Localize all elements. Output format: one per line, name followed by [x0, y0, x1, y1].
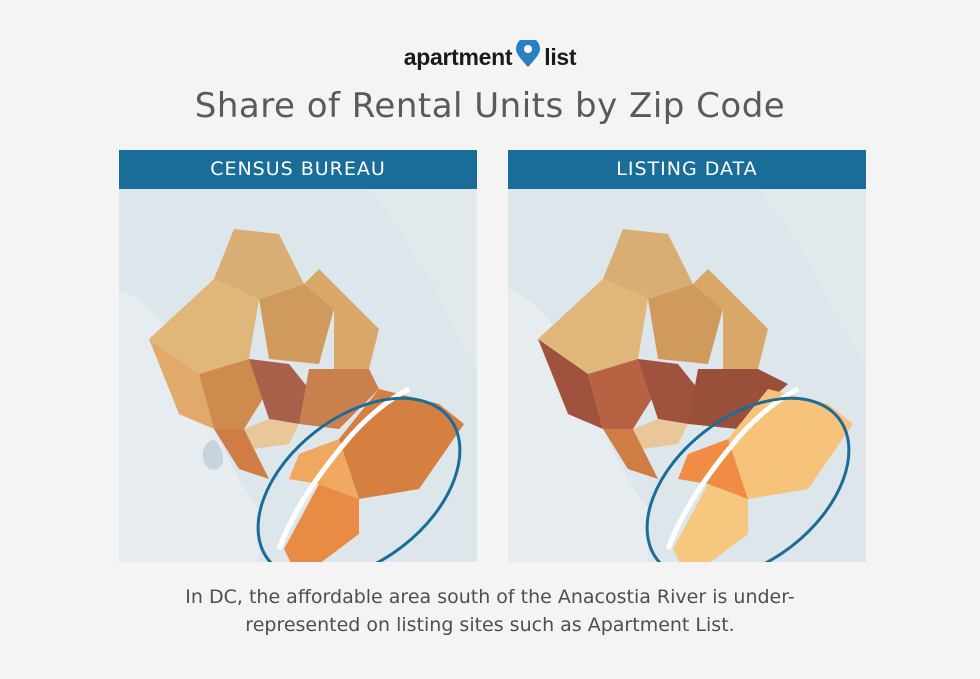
listing-region-east-central	[688, 369, 788, 429]
census-map-svg	[119, 189, 477, 562]
census-lake	[202, 439, 224, 470]
census-highlight-ellipse	[256, 396, 462, 562]
listing-map-svg	[508, 189, 866, 562]
listing-region-north-central	[648, 284, 723, 364]
brand-logo: apartment list	[0, 37, 980, 74]
listing-land-right	[758, 189, 866, 369]
brand-logo-text-right: list	[544, 44, 577, 70]
listing-panel: LISTING DATA	[508, 150, 866, 562]
listing-highlight-ellipse	[645, 396, 851, 562]
listing-region-central-west	[588, 359, 658, 429]
page-title: Share of Rental Units by Zip Code	[194, 86, 786, 126]
listing-region-ward8	[673, 484, 748, 562]
census-land-left	[119, 289, 259, 562]
census-map	[119, 189, 477, 562]
census-region-ward8	[284, 484, 359, 562]
census-region-east-central	[299, 369, 379, 429]
listing-panel-header: LISTING DATA	[508, 150, 866, 189]
listing-land-left	[508, 289, 648, 562]
census-anacostia-river	[276, 386, 411, 550]
caption: In DC, the affordable area south of the …	[0, 583, 980, 639]
listing-map	[508, 189, 866, 562]
census-region-north	[214, 229, 304, 299]
census-region-north-central	[259, 284, 334, 364]
listing-region-northeast	[693, 269, 768, 369]
census-region-northeast	[304, 269, 379, 369]
listing-region-downtown	[638, 359, 698, 424]
listing-region-west	[538, 339, 603, 429]
census-region-southwest	[214, 429, 269, 479]
listing-region-southwest	[603, 429, 658, 479]
caption-line-1: In DC, the affordable area south of the …	[185, 586, 795, 608]
listing-region-small-center	[633, 419, 688, 449]
census-region-downtown	[249, 359, 309, 424]
listing-region-northwest	[538, 279, 648, 374]
location-pin-icon	[515, 37, 541, 74]
caption-line-2: represented on listing sites such as Apa…	[245, 614, 735, 636]
listing-region-north	[603, 229, 693, 299]
census-region-small-center	[244, 419, 299, 449]
brand-logo-text-left: apartment	[403, 44, 513, 70]
listing-anacostia-river	[665, 386, 800, 550]
census-region-central-west	[199, 359, 269, 429]
census-region-northwest	[149, 279, 259, 374]
census-land-right	[369, 189, 477, 369]
census-panel: CENSUS BUREAU	[119, 150, 477, 562]
census-panel-header: CENSUS BUREAU	[119, 150, 477, 189]
census-region-west	[149, 339, 214, 429]
